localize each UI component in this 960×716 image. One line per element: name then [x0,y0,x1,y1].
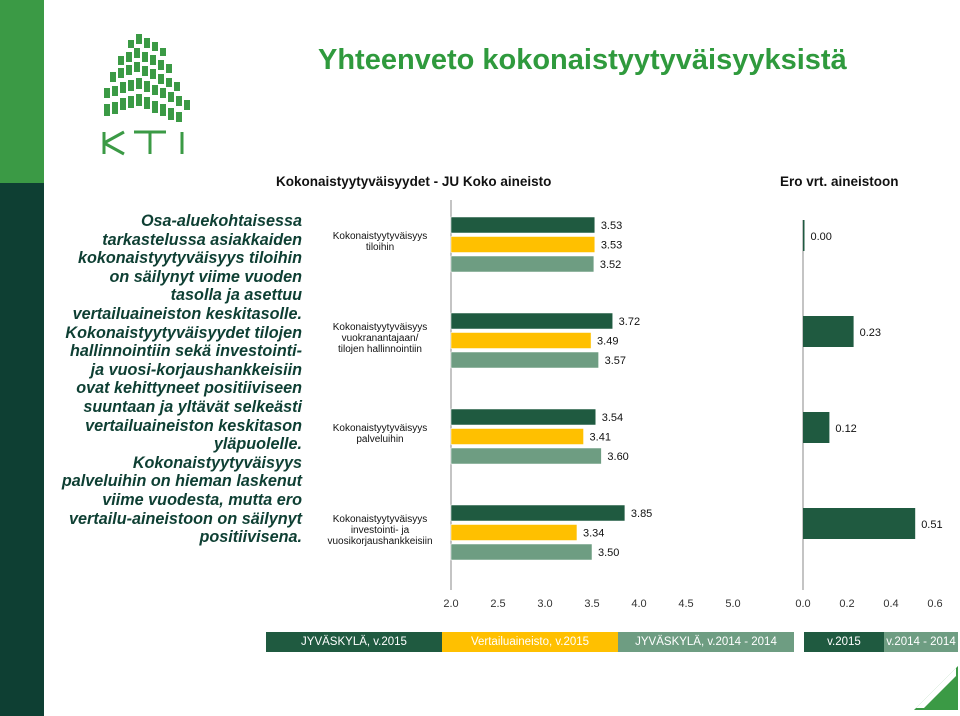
summary-paragraph: Osa-aluekohtaisessa tarkastelussa asiakk… [72,212,302,323]
main-chart-bar [450,428,584,445]
main-chart-tick-label: 2.5 [490,598,505,610]
main-chart-bar [450,543,593,561]
main-chart-value-label: 3.49 [597,336,618,348]
side-bar [0,0,44,716]
summary-paragraph: Kokonaistyytyväisyydet tilojen hallinnoi… [65,323,302,454]
main-chart-value-label: 3.85 [631,508,652,520]
summary-paragraph: Kokonaistyytyväisyys palveluihin on hiem… [61,453,302,547]
main-chart-bar [450,236,596,253]
diff-chart-title: Ero vrt. aineistoon [780,174,899,189]
category-label: Kokonaistyytyväisyys vuokranantajaan/tilo… [333,322,427,355]
category-label: Kokonaistyytyväisyys palveluihin [333,423,427,445]
diff-chart-bar [803,508,916,539]
diff-chart-tick-label: 0.4 [883,598,898,610]
main-chart-bar [450,351,599,369]
main-chart-value-label: 3.50 [598,547,619,559]
legend-vertailuaineisto-2015: Vertailuaineisto, v.2015 [442,632,618,652]
main-chart-tick-label: 4.5 [678,598,693,610]
diff-chart-bar [803,412,830,443]
diff-chart-bar [803,316,854,347]
main-chart-bar [450,504,626,522]
main-chart-bar [450,216,596,234]
kti-logo-wordmark [102,130,184,156]
main-chart-tick-label: 3.5 [584,598,599,610]
main-chart-bar [450,312,613,330]
slide-title: Yhteenveto kokonaistyytyväisyyksistä [318,44,847,76]
diff-chart-bar [803,220,805,251]
kti-logo [102,34,190,156]
main-chart-tick-label: 2.0 [443,598,458,610]
main-chart-value-label: 3.41 [590,432,611,444]
main-chart-tick-label: 3.0 [537,598,552,610]
main-chart-value-label: 3.53 [601,240,622,252]
diff-chart-value-label: 0.00 [811,231,832,243]
diff-chart-value-label: 0.12 [835,423,856,435]
diff-chart-tick-label: 0.0 [795,598,810,610]
legend-diff-2014: v.2014 - 2014 [884,632,958,652]
main-chart-bar [450,332,592,349]
legend-jyvaskyla-2015: JYVÄSKYLÄ, v.2015 [266,632,442,652]
main-chart-bar [450,447,602,465]
main-chart-value-label: 3.53 [601,220,622,232]
legend-diff-2015: v.2015 [804,632,884,652]
main-chart-value-label: 3.54 [602,412,623,424]
category-label: Kokonaistyytyväisyys tiloihin [333,231,427,253]
legend-jyvaskyla-2014: JYVÄSKYLÄ, v.2014 - 2014 [618,632,794,652]
main-chart-value-label: 3.52 [600,259,621,271]
diff-chart-value-label: 0.23 [860,327,881,339]
side-bar-accent [0,0,44,183]
main-chart-value-label: 3.60 [607,451,628,463]
diff-chart-value-label: 0.51 [921,519,942,531]
side-bar-dark [0,183,44,716]
diff-chart-tick-label: 0.6 [927,598,942,610]
main-chart-bar [450,408,597,426]
main-chart-value-label: 3.34 [583,528,604,540]
category-label: Kokonaistyytyväisyys investointi- ja vuosi… [327,514,432,547]
main-chart-value-label: 3.57 [605,355,626,367]
diff-chart-tick-label: 0.2 [839,598,854,610]
main-chart-bar [450,524,578,541]
main-chart-bar [450,255,595,273]
corner-arrow-icon [914,666,958,710]
main-chart-title: Kokonaistyytyväisyydet - JU Koko aineist… [276,174,552,189]
main-chart-tick-label: 5.0 [725,598,740,610]
main-chart-value-label: 3.72 [619,316,640,328]
main-chart-tick-label: 4.0 [631,598,646,610]
summary-text: Osa-aluekohtaisessa tarkastelussa asiakk… [56,212,302,547]
